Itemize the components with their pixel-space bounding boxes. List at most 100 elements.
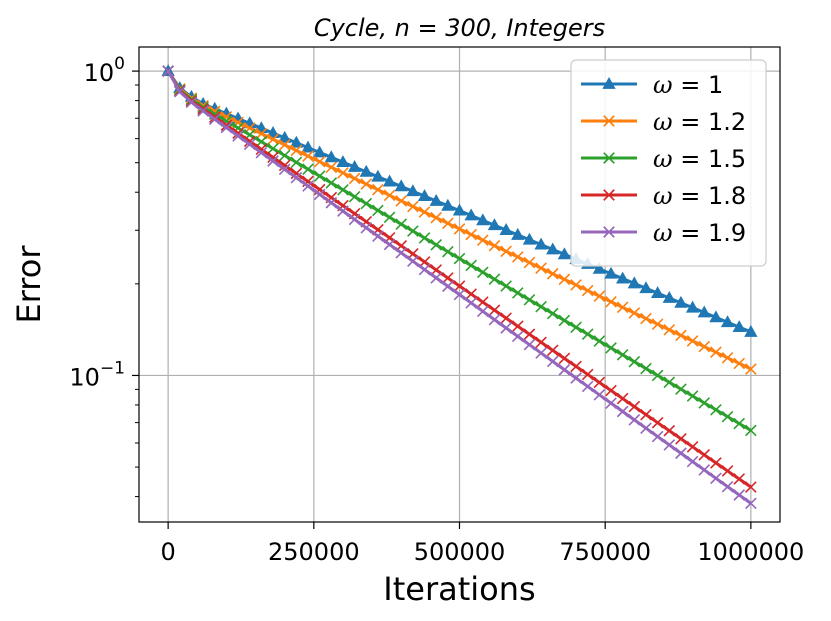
data-point bbox=[535, 347, 547, 359]
legend-label: ω = 1.9 bbox=[653, 219, 746, 247]
data-point bbox=[394, 179, 408, 192]
data-point bbox=[558, 273, 571, 286]
data-point bbox=[546, 355, 559, 368]
data-point bbox=[522, 232, 537, 245]
data-point bbox=[581, 284, 594, 297]
data-point bbox=[453, 252, 466, 265]
data-point bbox=[289, 135, 303, 148]
data-point bbox=[382, 174, 397, 187]
data-point bbox=[243, 138, 256, 151]
data-point bbox=[581, 328, 594, 340]
data-point bbox=[616, 405, 629, 418]
x-tick-label: 500000 bbox=[414, 538, 506, 566]
series-5 bbox=[162, 65, 757, 510]
data-point bbox=[605, 295, 617, 308]
data-point bbox=[488, 239, 501, 252]
data-point bbox=[488, 273, 501, 286]
data-point bbox=[173, 85, 186, 98]
data-point bbox=[430, 272, 443, 284]
legend-item: ω = 1.5 bbox=[581, 145, 746, 173]
data-point bbox=[698, 464, 711, 476]
data-point bbox=[371, 169, 385, 182]
data-point bbox=[639, 281, 653, 294]
data-point bbox=[698, 397, 711, 409]
data-point bbox=[663, 424, 676, 437]
data-point bbox=[325, 196, 338, 209]
data-point bbox=[442, 280, 454, 293]
data-point bbox=[278, 159, 291, 172]
data-point bbox=[593, 335, 606, 347]
data-point bbox=[628, 414, 641, 426]
data-point bbox=[570, 279, 582, 291]
data-point bbox=[348, 172, 361, 185]
data-point bbox=[359, 164, 373, 177]
data-point bbox=[337, 167, 349, 179]
data-point bbox=[255, 143, 268, 156]
data-point bbox=[720, 315, 735, 328]
data-point bbox=[347, 160, 362, 172]
data-point bbox=[511, 320, 524, 333]
data-point bbox=[372, 204, 384, 217]
data-point bbox=[220, 121, 233, 134]
data-point bbox=[535, 300, 547, 313]
x-tick-label: 750000 bbox=[559, 538, 651, 566]
data-point bbox=[476, 296, 489, 308]
data-point bbox=[616, 271, 630, 284]
data-point bbox=[372, 183, 384, 196]
data-point bbox=[418, 206, 431, 218]
data-point bbox=[278, 149, 291, 162]
data-point bbox=[312, 145, 327, 158]
data-point bbox=[290, 156, 303, 169]
data-point bbox=[593, 388, 606, 401]
data-point bbox=[616, 348, 629, 361]
data-point bbox=[698, 340, 711, 353]
data-point bbox=[476, 213, 490, 226]
data-point bbox=[593, 376, 606, 389]
legend: ω = 1 ω = 1.2 ω = 1.5 ω = 1.8 ω = 1.9 bbox=[570, 59, 767, 267]
legend-label: ω = 1.5 bbox=[653, 145, 746, 173]
legend-label: ω = 1.8 bbox=[653, 182, 746, 210]
data-point bbox=[640, 422, 652, 435]
data-point bbox=[465, 297, 477, 309]
data-point bbox=[383, 189, 396, 202]
data-point bbox=[290, 144, 303, 157]
data-point bbox=[407, 225, 419, 237]
ticks: 0 250000 500000 750000 1000000 100 10−1 bbox=[69, 54, 804, 566]
data-point bbox=[476, 234, 489, 246]
legend-box bbox=[570, 59, 767, 267]
data-point bbox=[255, 146, 268, 159]
data-point bbox=[337, 184, 349, 196]
data-point bbox=[383, 211, 396, 224]
data-point bbox=[372, 230, 384, 242]
legend-item: ω = 1 bbox=[581, 71, 723, 99]
data-point bbox=[745, 497, 757, 510]
data-point bbox=[511, 287, 524, 299]
data-point bbox=[348, 213, 361, 226]
data-point bbox=[581, 368, 594, 381]
data-point bbox=[604, 266, 618, 279]
data-point bbox=[697, 305, 711, 318]
data-point bbox=[651, 369, 664, 382]
data-point bbox=[686, 440, 699, 453]
data-point bbox=[383, 238, 396, 251]
data-point bbox=[557, 247, 572, 260]
data-point bbox=[733, 417, 746, 430]
data-point bbox=[417, 189, 432, 202]
data-point bbox=[465, 228, 477, 241]
data-point bbox=[546, 267, 559, 280]
data-point bbox=[395, 195, 408, 207]
data-point bbox=[744, 324, 758, 337]
data-point bbox=[430, 211, 443, 224]
data-point bbox=[430, 239, 443, 251]
data-point bbox=[640, 408, 652, 421]
data-point bbox=[721, 480, 734, 493]
data-point bbox=[593, 290, 606, 302]
data-point bbox=[710, 457, 722, 469]
data-point bbox=[464, 208, 478, 221]
data-point bbox=[616, 301, 629, 314]
data-point bbox=[290, 171, 303, 184]
x-axis-label: Iterations bbox=[383, 570, 535, 608]
data-point bbox=[313, 188, 326, 201]
data-point bbox=[650, 286, 665, 299]
